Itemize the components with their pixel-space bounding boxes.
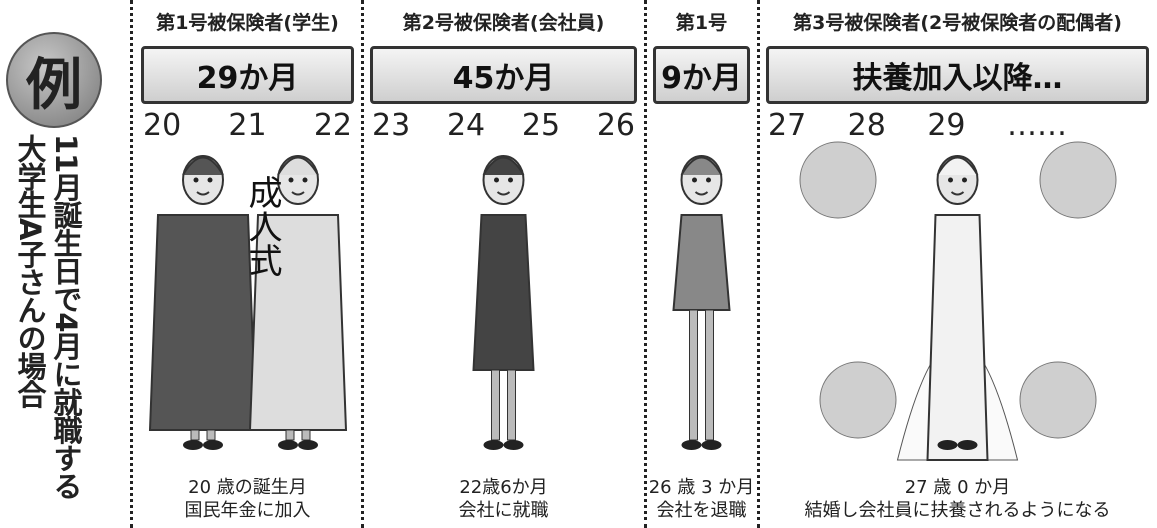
age: 24 bbox=[447, 108, 485, 143]
section-label: 第1号 bbox=[645, 8, 758, 35]
duration-box: 9か月 bbox=[653, 46, 750, 104]
age: 28 bbox=[848, 108, 886, 143]
side-text: 大学生A子さんの場合 bbox=[14, 134, 46, 407]
caption: 27 歳 0 か月結婚し会社員に扶養されるようになる bbox=[738, 476, 1157, 522]
badge: 例 bbox=[6, 32, 102, 128]
side-text: 11月誕生日で4月に就職する bbox=[50, 134, 82, 500]
age: 21 bbox=[228, 108, 266, 143]
age: …… bbox=[1007, 108, 1067, 143]
age: 25 bbox=[522, 108, 560, 143]
age: 20 bbox=[143, 108, 181, 143]
duration-box: 29か月 bbox=[141, 46, 354, 104]
age: 26 bbox=[597, 108, 635, 143]
illustration bbox=[362, 140, 645, 470]
age-row: 27 28 29 …… bbox=[768, 108, 1067, 143]
age: 22 bbox=[314, 108, 352, 143]
age-row: 23 24 25 26 bbox=[372, 108, 635, 143]
infographic: 例 11月誕生日で4月に就職する 大学生A子さんの場合 第1号被保険者(学生) 2… bbox=[0, 0, 1157, 528]
duration-box: 45か月 bbox=[370, 46, 637, 104]
section-label: 第3号被保険者(2号被保険者の配偶者) bbox=[758, 8, 1157, 35]
age: 27 bbox=[768, 108, 806, 143]
duration-box: 扶養加入以降… bbox=[766, 46, 1149, 104]
age: 29 bbox=[927, 108, 965, 143]
caption-line: 27 歳 0 か月 bbox=[738, 476, 1157, 499]
section-label: 第2号被保険者(会社員) bbox=[362, 8, 645, 35]
section-label: 第1号被保険者(学生) bbox=[133, 8, 362, 35]
age: 23 bbox=[372, 108, 410, 143]
illustration bbox=[758, 140, 1157, 470]
caption: 22歳6か月会社に就職 bbox=[342, 476, 665, 522]
illustration bbox=[645, 140, 758, 470]
caption-line: 会社に就職 bbox=[342, 499, 665, 522]
caption-line: 22歳6か月 bbox=[342, 476, 665, 499]
caption-line: 結婚し会社員に扶養されるようになる bbox=[738, 499, 1157, 522]
sign-text: 成人式 bbox=[238, 175, 287, 277]
age-row: 20 21 22 bbox=[143, 108, 352, 143]
